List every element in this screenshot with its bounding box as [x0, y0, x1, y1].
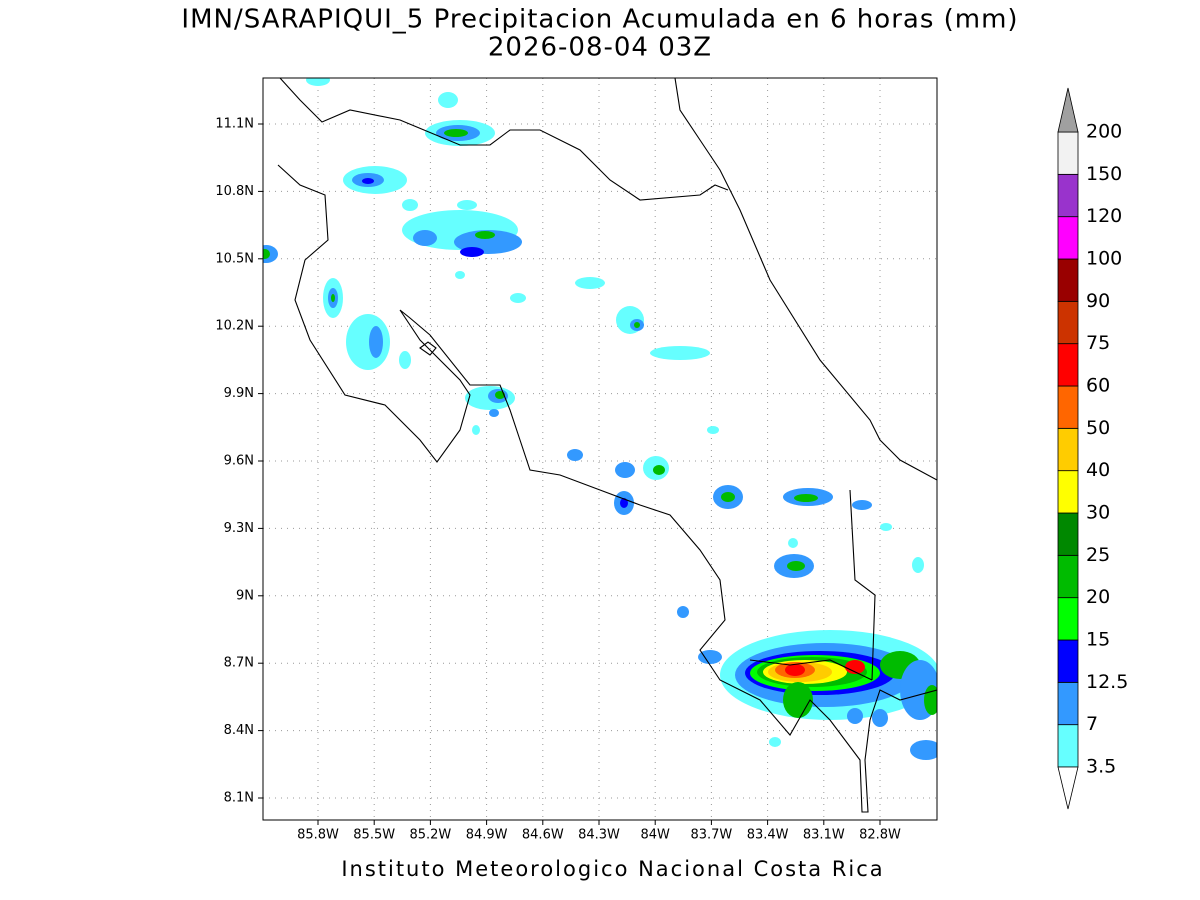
colorbar-box [1057, 300, 1079, 345]
title: IMN/SARAPIQUI_5 Precipitacion Acumulada … [181, 5, 1018, 35]
lon-tick-label: 83.1W [803, 828, 845, 843]
lon-tick-label: 84.6W [522, 828, 564, 843]
colorbar-label: 3.5 [1086, 756, 1116, 778]
colorbar-box [1057, 597, 1079, 641]
lon-tick-label: 82.8W [859, 828, 901, 843]
colorbar-label: 120 [1086, 205, 1122, 227]
colorbar-box [1057, 639, 1079, 683]
colorbar-box [1057, 385, 1079, 429]
colorbar-box [1057, 554, 1079, 599]
colorbar-box [1057, 216, 1079, 260]
lon-tick-label: 84W [640, 828, 670, 843]
colorbar-box [1057, 512, 1079, 556]
precip-area [263, 78, 937, 760]
lon-tick-label: 84.3W [578, 828, 620, 843]
colorbar-box [1057, 131, 1079, 175]
lat-tick-label: 9.9N [224, 386, 254, 401]
colorbar-under [1057, 766, 1079, 810]
colorbar-box [1057, 173, 1079, 218]
colorbar-box [1057, 258, 1079, 302]
colorbar-label: 12.5 [1086, 671, 1128, 693]
lat-tick-label: 10.5N [215, 251, 254, 266]
colorbar-box [1057, 470, 1079, 514]
colorbar-label: 150 [1086, 163, 1122, 185]
lat-tick-label: 8.7N [224, 656, 254, 671]
colorbar-label: 7 [1086, 713, 1098, 735]
colorbar-label: 50 [1086, 417, 1110, 439]
lon-tick-label: 84.9W [466, 828, 508, 843]
lat-tick-label: 9.3N [224, 521, 254, 536]
colorbar-box [1057, 681, 1079, 726]
lon-tick-label: 83.7W [690, 828, 732, 843]
colorbar-label: 20 [1086, 586, 1110, 608]
colorbar-label: 40 [1086, 459, 1110, 481]
colorbar-label: 75 [1086, 332, 1110, 354]
colorbar-label: 100 [1086, 248, 1122, 270]
footer: Instituto Meteorologico Nacional Costa R… [341, 857, 884, 881]
lon-tick-label: 85.8W [297, 828, 339, 843]
precip-field [263, 78, 937, 813]
lat-tick-label: 10.8N [215, 184, 254, 199]
lat-tick-label: 8.4N [224, 723, 254, 738]
axis-labels: 11.1N 10.8N 10.5N 10.2N 9.9N 9.6N 9.3N 9N 8.7N 8.… [215, 117, 901, 843]
lon-tick-label: 85.5W [353, 828, 395, 843]
lon-tick-label: 83.4W [747, 828, 789, 843]
colorbar-label: 30 [1086, 502, 1110, 524]
colorbar-over [1057, 87, 1079, 133]
colorbar-label: 25 [1086, 544, 1110, 566]
colorbar-box [1057, 427, 1079, 472]
lat-tick-label: 11.1N [215, 117, 254, 132]
colorbar: 3.5 7 12.5 15 20 25 30 40 50 60 75 90 100 120 150 200 [1057, 87, 1128, 810]
map-frame [262, 77, 938, 821]
subtitle: 2026-08-04 03Z [488, 33, 712, 63]
lat-tick-label: 9.6N [224, 454, 254, 469]
colorbar-label: 200 [1086, 121, 1122, 143]
lat-tick-label: 8.1N [224, 791, 254, 806]
lat-tick-label: 9N [236, 588, 254, 603]
colorbar-label: 60 [1086, 375, 1110, 397]
lat-tick-label: 10.2N [215, 319, 254, 334]
colorbar-label: 90 [1086, 290, 1110, 312]
colorbar-box [1057, 724, 1079, 768]
coastline [277, 78, 937, 813]
colorbar-box [1057, 343, 1079, 387]
lon-tick-label: 85.2W [409, 828, 451, 843]
colorbar-label: 15 [1086, 629, 1110, 651]
